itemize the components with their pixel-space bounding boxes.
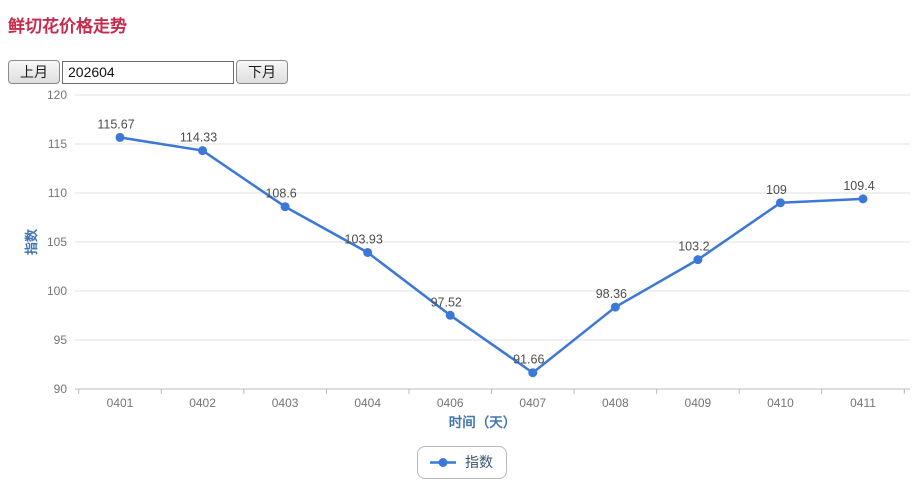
page-title: 鲜切花价格走势	[8, 17, 127, 36]
point-value-label: 108.6	[265, 187, 296, 201]
x-axis-title: 时间（天）	[449, 414, 517, 430]
series-line	[118, 136, 865, 374]
data-point[interactable]	[775, 198, 785, 208]
next-month-button[interactable]: 下月	[236, 60, 288, 84]
x-tick-label: 0407	[519, 396, 546, 410]
price-trend-line-chart: 90 95 100 105 110 115 120 0401 0402 0403 0404 0406 0…	[24, 88, 910, 430]
x-tick-label: 0401	[107, 396, 134, 410]
prev-month-button[interactable]: 上月	[8, 60, 60, 84]
data-point[interactable]	[528, 368, 538, 378]
legend-row: 指数	[0, 446, 924, 479]
data-point[interactable]	[363, 247, 373, 257]
data-point[interactable]	[610, 302, 620, 312]
x-tick-label: 0404	[354, 396, 381, 410]
point-value-label: 109.4	[843, 179, 874, 193]
point-value-label: 103.93	[345, 232, 383, 246]
x-tick-label: 0410	[767, 396, 794, 410]
data-point[interactable]	[445, 310, 455, 320]
y-tick-label: 95	[54, 333, 68, 347]
point-value-label: 91.66	[513, 353, 544, 367]
data-point[interactable]	[280, 202, 290, 212]
month-input[interactable]	[62, 60, 234, 84]
y-tick-label: 90	[54, 382, 68, 396]
point-value-label: 98.36	[596, 287, 627, 301]
data-point[interactable]	[693, 255, 703, 265]
x-tick-label: 0403	[272, 396, 299, 410]
point-value-label: 109	[766, 183, 787, 197]
y-tick-label: 115	[48, 137, 67, 151]
month-navigation: 上月 下月	[8, 60, 924, 84]
legend-line-marker-icon	[430, 457, 456, 467]
legend[interactable]: 指数	[417, 446, 507, 479]
x-tick-label: 0409	[685, 396, 712, 410]
y-tick-label: 120	[47, 89, 67, 102]
y-tick-label: 100	[47, 284, 67, 298]
y-tick-label: 105	[47, 235, 67, 249]
point-value-label: 97.52	[431, 295, 462, 309]
x-tick-label: 0402	[189, 396, 216, 410]
chart-container: 90 95 100 105 110 115 120 0401 0402 0403 0404 0406 0…	[0, 88, 924, 439]
point-value-label: 115.67	[97, 117, 134, 131]
y-axis-title: 指数	[24, 228, 39, 255]
data-point[interactable]	[198, 146, 208, 156]
data-point[interactable]	[115, 132, 125, 142]
legend-label: 指数	[465, 454, 493, 470]
x-tick-label: 0406	[437, 396, 464, 410]
y-tick-label: 110	[48, 186, 67, 200]
point-value-label: 103.2	[678, 240, 709, 254]
x-tick-label: 0411	[850, 396, 876, 410]
data-point[interactable]	[858, 194, 868, 204]
point-value-label: 114.33	[180, 131, 217, 145]
x-tick-label: 0408	[602, 396, 629, 410]
